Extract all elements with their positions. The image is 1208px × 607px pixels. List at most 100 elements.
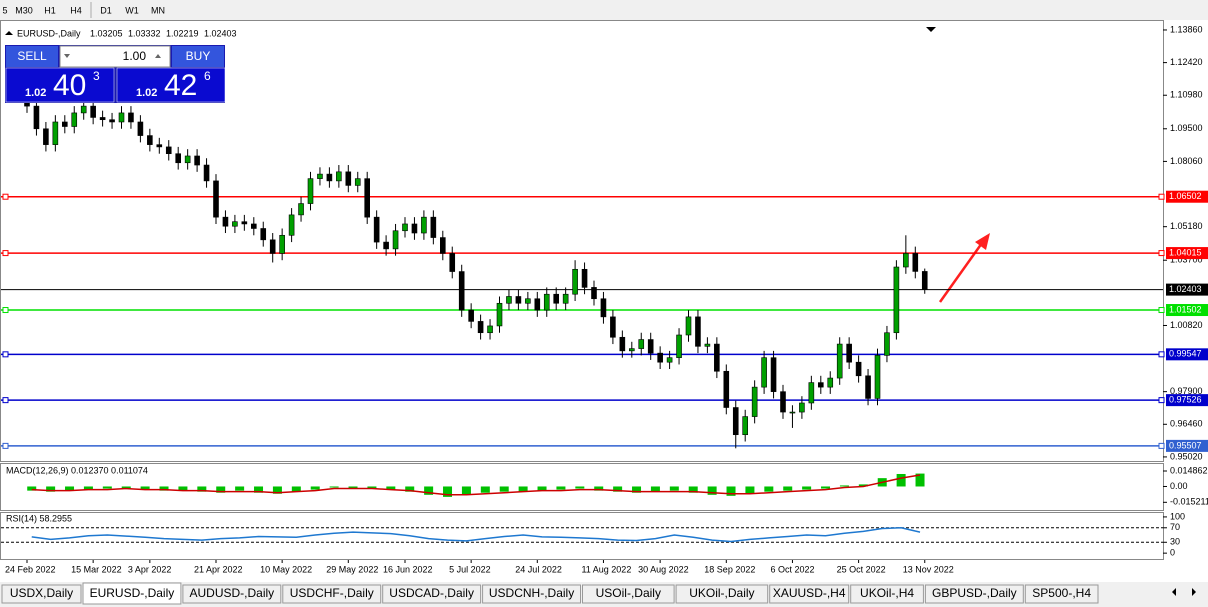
candle-body bbox=[543, 293, 550, 311]
timeframe-button[interactable] bbox=[0, 1, 10, 19]
y-tick-label: 1.08060 bbox=[1170, 156, 1203, 166]
macd-bar bbox=[499, 486, 509, 492]
candle-body bbox=[118, 112, 125, 123]
macd-bar bbox=[443, 486, 453, 497]
timeframe-button[interactable] bbox=[120, 1, 144, 19]
candle-body bbox=[222, 216, 229, 227]
candle-body bbox=[534, 298, 541, 311]
y-tick-label: 1.03700 bbox=[1170, 255, 1203, 265]
tab-label: USOil-,Daily bbox=[596, 586, 661, 600]
x-tick-label: 30 Aug 2022 bbox=[638, 564, 689, 574]
tab[interactable] bbox=[482, 584, 582, 604]
lot-down[interactable] bbox=[64, 54, 70, 58]
candle-body bbox=[137, 121, 144, 136]
price-box[interactable] bbox=[5, 67, 115, 103]
candle-body bbox=[430, 216, 437, 238]
candle-body bbox=[874, 355, 881, 399]
macd-bar bbox=[537, 486, 547, 491]
macd-bar bbox=[915, 473, 925, 487]
price-fraction: 6 bbox=[204, 69, 211, 83]
x-tick-label: 25 Oct 2022 bbox=[837, 564, 886, 574]
candle-body bbox=[61, 121, 68, 127]
tab[interactable] bbox=[924, 584, 1024, 604]
x-tick-label: 21 Apr 2022 bbox=[194, 564, 243, 574]
timeframe-button[interactable] bbox=[94, 1, 118, 19]
candle-body bbox=[184, 155, 191, 164]
tab[interactable] bbox=[1024, 584, 1099, 604]
macd-bar bbox=[310, 486, 320, 490]
macd-bar bbox=[650, 486, 660, 492]
symbol-info: EURUSD-,Daily bbox=[17, 28, 81, 38]
buy-label: BUY bbox=[186, 49, 211, 63]
level-label-bg bbox=[1166, 439, 1208, 452]
macd-bar bbox=[594, 486, 604, 491]
price-prefix: 1.02 bbox=[136, 87, 157, 99]
sell-button[interactable] bbox=[6, 46, 58, 67]
tab[interactable] bbox=[582, 584, 675, 604]
x-tick-label: 15 Mar 2022 bbox=[71, 564, 122, 574]
buy-button[interactable] bbox=[172, 46, 224, 67]
tab[interactable] bbox=[182, 584, 282, 604]
level-handle bbox=[1158, 307, 1165, 314]
candle-body bbox=[647, 339, 654, 354]
tab[interactable] bbox=[382, 584, 482, 604]
level-label-bg bbox=[1166, 247, 1208, 260]
x-tick-label: 6 Oct 2022 bbox=[770, 564, 814, 574]
macd-bar bbox=[575, 486, 585, 489]
lot-value: 1.00 bbox=[123, 49, 147, 63]
macd-tick-label: -0.015211 bbox=[1170, 497, 1208, 507]
candle-body bbox=[468, 309, 474, 322]
timeframe-button[interactable] bbox=[38, 1, 62, 19]
candle-body bbox=[855, 361, 862, 377]
tab-label: UKOil-,Daily bbox=[689, 586, 754, 600]
lot-input[interactable] bbox=[59, 45, 171, 68]
macd-bar bbox=[27, 486, 37, 491]
price-main: 42 bbox=[164, 69, 197, 102]
candle-body bbox=[411, 223, 418, 234]
y-tick-label: 0.96460 bbox=[1170, 419, 1203, 429]
timeframe-button[interactable] bbox=[64, 1, 88, 19]
candle-body bbox=[619, 336, 626, 352]
timeframe-label: W1 bbox=[125, 5, 139, 15]
tab[interactable] bbox=[769, 584, 850, 604]
timeframe-button[interactable] bbox=[12, 1, 36, 19]
tab-label: USDCHF-,Daily bbox=[290, 586, 374, 600]
macd-bar bbox=[329, 486, 339, 488]
tab[interactable] bbox=[675, 584, 769, 604]
level-label-bg bbox=[1166, 348, 1208, 361]
macd-bar bbox=[461, 486, 471, 495]
macd-bar bbox=[216, 486, 226, 493]
tab[interactable] bbox=[1, 584, 82, 604]
x-tick-label: 13 Nov 2022 bbox=[903, 564, 954, 574]
x-tick-label: 24 Jul 2022 bbox=[515, 564, 562, 574]
macd-tick-label: 0.014862 bbox=[1170, 465, 1208, 475]
level-handle bbox=[2, 397, 9, 404]
tab[interactable] bbox=[850, 584, 924, 604]
candle-body bbox=[279, 234, 285, 254]
lot-up[interactable] bbox=[155, 54, 161, 58]
candle-body bbox=[572, 268, 578, 295]
tab-label: XAUUSD-,H4 bbox=[773, 586, 846, 600]
macd-bar bbox=[140, 486, 150, 490]
macd-bar bbox=[764, 486, 774, 492]
macd-tick-label: 0.00 bbox=[1170, 481, 1188, 491]
candle-body bbox=[751, 386, 758, 417]
price-box[interactable] bbox=[116, 67, 226, 103]
x-tick-label: 18 Sep 2022 bbox=[704, 564, 755, 574]
macd-bar bbox=[424, 486, 434, 495]
rsi-frame bbox=[0, 512, 1164, 560]
candle-body bbox=[354, 178, 361, 186]
y-tick-label: 1.10980 bbox=[1170, 90, 1203, 100]
level-label-bg bbox=[1166, 304, 1208, 317]
timeframe-button[interactable] bbox=[146, 1, 170, 19]
macd-bar bbox=[235, 486, 245, 491]
tab[interactable] bbox=[282, 584, 382, 604]
tab[interactable] bbox=[82, 582, 182, 605]
candle-body bbox=[345, 171, 352, 186]
y-tick-label: 1.00820 bbox=[1170, 320, 1203, 330]
candle-body bbox=[373, 216, 380, 243]
sell-label: SELL bbox=[17, 49, 47, 63]
candle-body bbox=[43, 128, 49, 145]
candle-body bbox=[260, 228, 267, 241]
